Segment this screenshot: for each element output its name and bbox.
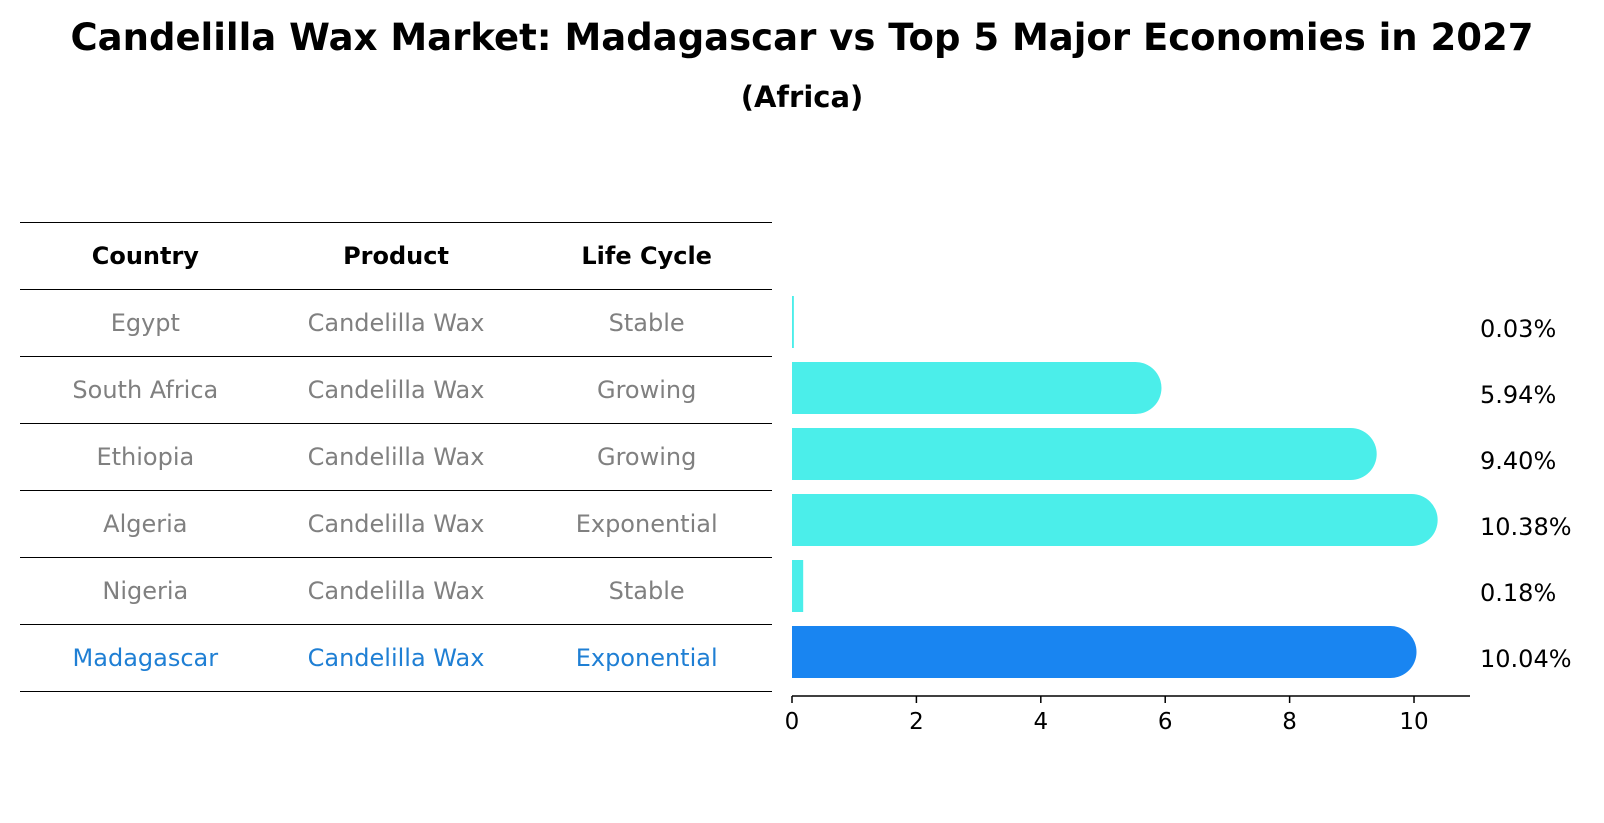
cell-country: South Africa bbox=[72, 376, 219, 404]
bar-value-label: 0.18% bbox=[1480, 579, 1556, 607]
bar-value-label: 10.38% bbox=[1480, 513, 1572, 541]
header-product: Product bbox=[343, 242, 449, 270]
header-country: Country bbox=[91, 242, 199, 270]
cell-country: Madagascar bbox=[72, 644, 219, 672]
x-tick-label: 8 bbox=[1282, 709, 1297, 735]
cell-life-cycle: Stable bbox=[608, 577, 685, 605]
table-row: Nigeria Candelilla Wax Stable bbox=[20, 558, 772, 625]
cell-life-cycle: Growing bbox=[596, 443, 697, 471]
cell-product: Candelilla Wax bbox=[307, 510, 485, 538]
table-header-row: Country Product Life Cycle bbox=[20, 222, 772, 290]
cell-product: Candelilla Wax bbox=[307, 309, 485, 337]
cell-country: Algeria bbox=[103, 510, 188, 538]
bar-algeria bbox=[792, 494, 1438, 546]
cell-product: Candelilla Wax bbox=[307, 644, 485, 672]
bar-value-label: 9.40% bbox=[1480, 447, 1556, 475]
cell-country: Ethiopia bbox=[96, 443, 195, 471]
header-life-cycle: Life Cycle bbox=[581, 242, 712, 270]
bar-nigeria bbox=[792, 560, 804, 612]
bar-madagascar bbox=[792, 626, 1417, 678]
cell-life-cycle: Growing bbox=[596, 376, 697, 404]
cell-life-cycle: Exponential bbox=[575, 644, 718, 672]
table-row: South Africa Candelilla Wax Growing bbox=[20, 357, 772, 424]
table-row: Egypt Candelilla Wax Stable bbox=[20, 290, 772, 357]
x-tick-label: 10 bbox=[1399, 709, 1428, 735]
cell-life-cycle: Stable bbox=[608, 309, 685, 337]
x-tick-label: 2 bbox=[909, 709, 924, 735]
x-tick-label: 6 bbox=[1158, 709, 1173, 735]
bar-ethiopia bbox=[792, 428, 1377, 480]
bar-south-africa bbox=[792, 362, 1162, 414]
x-tick-label: 4 bbox=[1033, 709, 1048, 735]
chart-subtitle: (Africa) bbox=[740, 80, 864, 114]
cell-country: Nigeria bbox=[102, 577, 189, 605]
cell-life-cycle: Exponential bbox=[575, 510, 718, 538]
bar-egypt bbox=[792, 296, 794, 348]
table-row: Algeria Candelilla Wax Exponential bbox=[20, 491, 772, 558]
chart-title: Candelilla Wax Market: Madagascar vs Top… bbox=[70, 16, 1534, 59]
data-table: Country Product Life Cycle Egypt Candeli… bbox=[20, 222, 772, 692]
bar-value-label: 0.03% bbox=[1480, 315, 1556, 343]
table-row: Ethiopia Candelilla Wax Growing bbox=[20, 424, 772, 491]
x-tick-label: 0 bbox=[785, 709, 800, 735]
cell-product: Candelilla Wax bbox=[307, 577, 485, 605]
cell-country: Egypt bbox=[110, 309, 180, 337]
bar-value-label: 5.94% bbox=[1480, 381, 1556, 409]
bar-value-label: 10.04% bbox=[1480, 645, 1572, 673]
table-row-highlight: Madagascar Candelilla Wax Exponential bbox=[20, 625, 772, 692]
cell-product: Candelilla Wax bbox=[307, 376, 485, 404]
cell-product: Candelilla Wax bbox=[307, 443, 485, 471]
